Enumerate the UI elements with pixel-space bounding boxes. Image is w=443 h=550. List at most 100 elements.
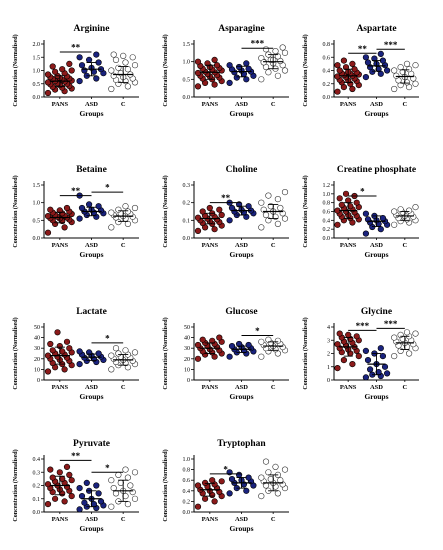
data-point-asd (83, 479, 90, 487)
data-point-pans (216, 334, 223, 341)
data-point-pans (63, 463, 71, 471)
data-point-pans (334, 221, 341, 228)
data-point-pans (349, 60, 356, 68)
y-tick-label: 0.0 (183, 510, 191, 516)
data-point-pans (47, 206, 54, 213)
data-point-pans (49, 474, 56, 481)
data-point-c (122, 466, 129, 473)
significance-label: *** (356, 321, 370, 331)
data-point-pans (194, 69, 202, 77)
data-point-pans (218, 211, 225, 219)
data-point-asd (226, 490, 233, 497)
data-point-c (397, 64, 404, 71)
data-point-pans (51, 68, 59, 75)
y-tick-label: 0.4 (33, 457, 41, 463)
data-point-c (108, 209, 115, 216)
data-point-asd (243, 76, 250, 83)
y-tick-label: 1.0 (183, 60, 191, 66)
data-point-c (122, 59, 129, 66)
data-point-c (129, 54, 136, 61)
y-tick-label: 0.6 (323, 210, 331, 216)
y-tick-label: 1 (327, 365, 330, 371)
data-point-pans (194, 227, 202, 234)
data-point-c (127, 482, 134, 489)
y-tick-label: 1.5 (33, 55, 41, 61)
data-point-c (108, 503, 115, 510)
data-point-asd (362, 210, 370, 217)
x-axis-label: Groups (79, 109, 103, 118)
chart-title: Asparagine (218, 24, 264, 34)
x-axis-label: Groups (229, 392, 253, 401)
significance-label: * (360, 187, 365, 197)
x-tick-label: PANS (52, 516, 69, 523)
data-point-c (274, 337, 282, 344)
data-point-c (391, 208, 398, 215)
data-point-c (258, 224, 265, 231)
data-point-pans (349, 85, 356, 93)
data-point-asd (76, 506, 83, 513)
data-point-c (124, 220, 131, 227)
data-point-c (110, 51, 117, 58)
data-point-c (110, 72, 117, 79)
y-axis-label: Concentration (Normalised) (162, 317, 169, 389)
data-point-asd (371, 55, 378, 62)
data-point-c (391, 67, 398, 74)
y-tick-label: 1.2 (323, 183, 331, 189)
data-point-asd (245, 341, 252, 349)
data-point-pans (211, 498, 218, 505)
data-point-pans (334, 341, 341, 348)
data-point-pans (347, 203, 354, 210)
data-point-c (272, 463, 279, 471)
y-tick-label: 0.8 (323, 201, 331, 207)
chart-title: Glucose (225, 307, 257, 317)
data-point-pans (63, 204, 71, 212)
data-point-asd (377, 50, 384, 58)
y-tick-label: 0.2 (33, 484, 41, 490)
data-point-pans (44, 79, 52, 86)
data-point-c (274, 72, 282, 79)
data-point-c (131, 62, 139, 69)
data-point-asd (245, 65, 252, 72)
data-point-pans (66, 60, 73, 68)
data-point-pans (206, 204, 213, 212)
data-point-pans (199, 208, 206, 215)
data-point-c (265, 469, 272, 476)
data-point-asd (228, 343, 236, 350)
data-point-c (281, 189, 289, 196)
data-point-c (403, 329, 411, 336)
data-point-pans (66, 345, 73, 352)
data-point-pans (194, 214, 202, 221)
y-axis-label: Concentration (Normalised) (12, 449, 19, 521)
x-tick-label: C (121, 242, 126, 249)
x-tick-label: PANS (340, 242, 357, 249)
chart-title: Choline (226, 165, 258, 175)
data-point-asd (379, 353, 387, 360)
data-point-asd (362, 54, 370, 61)
data-point-c (281, 49, 289, 56)
data-point-asd (384, 370, 391, 377)
y-tick-label: 0 (187, 378, 190, 384)
y-tick-label: 30 (184, 346, 190, 352)
x-axis-label: Groups (364, 250, 388, 259)
y-tick-label: 3 (327, 338, 330, 344)
y-tick-label: 0.0 (323, 236, 331, 242)
significance-label: *** (384, 319, 398, 329)
data-point-c (262, 458, 270, 465)
chart-panel-glycine: Glycine 0 1 2 3 4 Concentration (Normalised) PA… (302, 307, 419, 401)
y-tick-label: 0.4 (323, 218, 331, 224)
data-point-pans (47, 340, 54, 348)
data-point-c (265, 69, 272, 76)
data-point-c (108, 477, 115, 484)
data-point-asd (76, 348, 83, 355)
significance-label: ** (71, 42, 81, 52)
data-point-asd (245, 203, 252, 210)
significance-label: * (105, 183, 110, 193)
data-point-c (274, 220, 282, 227)
data-point-asd (95, 350, 102, 357)
data-point-c (391, 221, 398, 228)
data-point-pans (51, 495, 59, 502)
data-point-pans (340, 357, 348, 364)
x-axis-label: Groups (229, 524, 253, 533)
data-point-pans (61, 498, 68, 505)
data-point-asd (95, 490, 102, 497)
